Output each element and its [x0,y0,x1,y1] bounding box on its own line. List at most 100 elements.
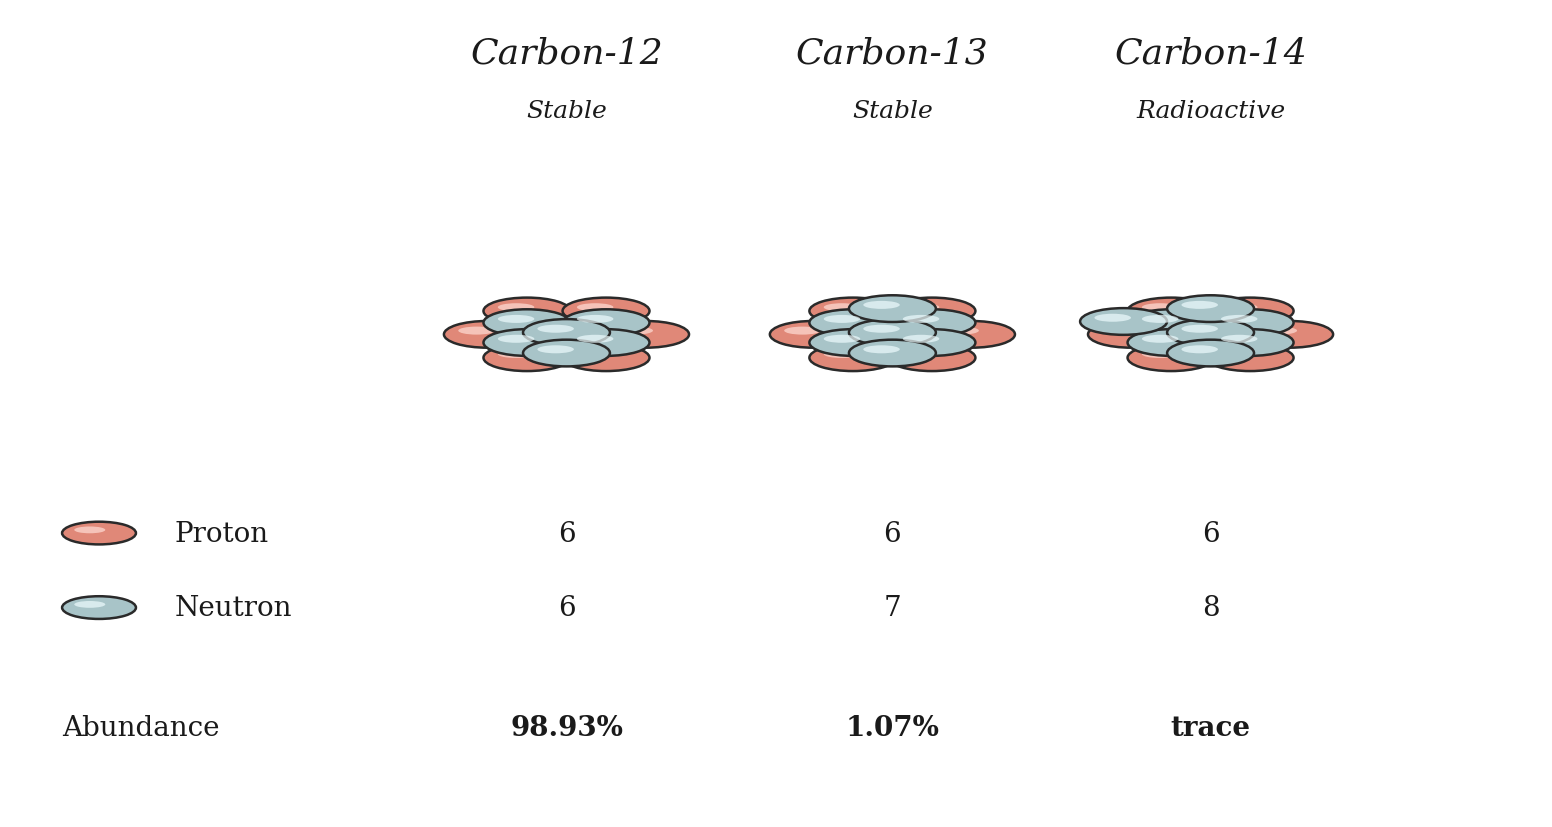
Ellipse shape [824,316,860,323]
Ellipse shape [1128,330,1215,356]
Ellipse shape [577,351,613,359]
Ellipse shape [1221,316,1257,323]
Ellipse shape [74,527,106,533]
Ellipse shape [537,325,574,333]
Ellipse shape [458,327,495,335]
Ellipse shape [1088,322,1175,348]
Ellipse shape [562,310,649,337]
Ellipse shape [577,304,613,312]
Text: 6: 6 [557,520,576,547]
Ellipse shape [484,330,571,356]
Ellipse shape [444,322,531,348]
Ellipse shape [824,304,860,312]
Ellipse shape [1206,299,1293,325]
Ellipse shape [1094,314,1131,323]
Ellipse shape [1142,351,1178,359]
Text: 7: 7 [883,595,902,621]
Ellipse shape [1221,351,1257,359]
Ellipse shape [849,320,936,347]
Ellipse shape [1128,345,1215,371]
Ellipse shape [824,351,860,359]
Text: Stable: Stable [852,100,933,123]
Text: Radioactive: Radioactive [1136,100,1285,123]
Ellipse shape [484,310,571,337]
Ellipse shape [74,601,106,608]
Text: 6: 6 [557,595,576,621]
Ellipse shape [942,327,979,335]
Ellipse shape [1080,308,1167,336]
Ellipse shape [498,316,534,323]
Ellipse shape [1181,302,1218,309]
Ellipse shape [498,336,534,343]
Ellipse shape [537,346,574,354]
Text: Neutron: Neutron [175,595,292,621]
Text: trace: trace [1170,715,1251,741]
Ellipse shape [810,310,897,337]
Ellipse shape [824,336,860,343]
Ellipse shape [1167,296,1254,323]
Ellipse shape [1260,327,1297,335]
Ellipse shape [1206,330,1293,356]
Ellipse shape [1181,325,1218,333]
Ellipse shape [903,351,939,359]
Ellipse shape [484,345,571,371]
Ellipse shape [810,299,897,325]
Ellipse shape [810,345,897,371]
Ellipse shape [863,346,900,354]
Ellipse shape [562,299,649,325]
Ellipse shape [1142,316,1178,323]
Ellipse shape [1221,336,1257,343]
Ellipse shape [1181,346,1218,354]
Ellipse shape [498,351,534,359]
Text: 6: 6 [883,520,902,547]
Ellipse shape [62,522,137,545]
Text: 6: 6 [1201,520,1220,547]
Ellipse shape [1142,304,1178,312]
Text: Carbon-13: Carbon-13 [796,36,989,71]
Text: Stable: Stable [526,100,607,123]
Ellipse shape [928,322,1015,348]
Ellipse shape [863,325,900,333]
Text: 1.07%: 1.07% [846,715,939,741]
Ellipse shape [1221,304,1257,312]
Ellipse shape [888,310,975,337]
Ellipse shape [1128,299,1215,325]
Ellipse shape [602,322,689,348]
Text: 98.93%: 98.93% [511,715,622,741]
Ellipse shape [903,304,939,312]
Ellipse shape [498,304,534,312]
Ellipse shape [577,316,613,323]
Ellipse shape [810,330,897,356]
Ellipse shape [1246,322,1333,348]
Text: 8: 8 [1201,595,1220,621]
Ellipse shape [1167,340,1254,367]
Ellipse shape [616,327,653,335]
Ellipse shape [888,345,975,371]
Ellipse shape [1142,336,1178,343]
Ellipse shape [1102,327,1139,335]
Ellipse shape [562,345,649,371]
Ellipse shape [577,336,613,343]
Ellipse shape [562,330,649,356]
Ellipse shape [62,596,137,619]
Ellipse shape [849,296,936,323]
Ellipse shape [903,316,939,323]
Ellipse shape [1167,320,1254,347]
Ellipse shape [523,340,610,367]
Ellipse shape [849,340,936,367]
Ellipse shape [888,330,975,356]
Ellipse shape [784,327,821,335]
Ellipse shape [1206,345,1293,371]
Ellipse shape [523,320,610,347]
Ellipse shape [888,299,975,325]
Text: Proton: Proton [175,520,268,547]
Ellipse shape [903,336,939,343]
Ellipse shape [484,299,571,325]
Text: Abundance: Abundance [62,715,219,741]
Ellipse shape [1206,310,1293,337]
Text: Carbon-12: Carbon-12 [470,36,663,71]
Ellipse shape [770,322,857,348]
Text: Carbon-14: Carbon-14 [1114,36,1307,71]
Ellipse shape [1128,310,1215,337]
Ellipse shape [863,302,900,309]
